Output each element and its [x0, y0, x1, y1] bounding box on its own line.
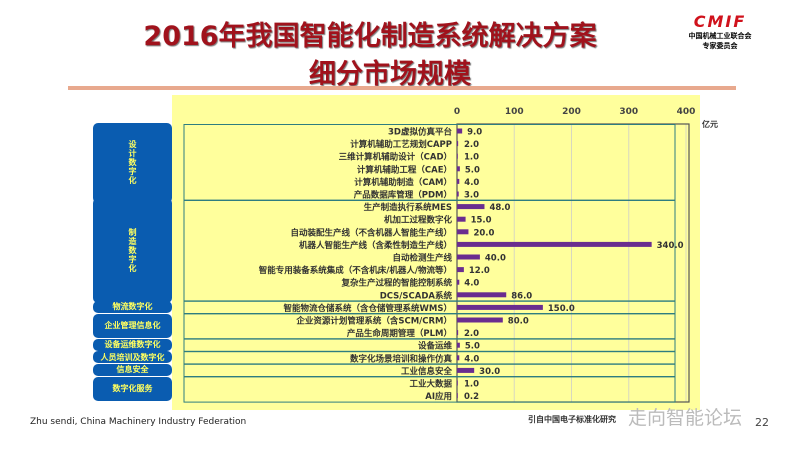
category-label: 产品数据库管理（PDM）	[354, 190, 452, 201]
chart-panel	[172, 95, 700, 410]
data-label: 4.0	[464, 354, 479, 364]
logo-gear-icon: CMIF	[693, 12, 747, 31]
category-label: 计算机辅助工艺规划CAPP	[350, 139, 452, 150]
category-label: 产品生命周期管理（PLM）	[347, 328, 452, 339]
category-label: 机器人智能生产线（含柔性制造生产线）	[299, 240, 452, 251]
data-label: 40.0	[485, 254, 506, 264]
category-label: 智能专用装备系统集成（不含机床/机器人/物流等）	[258, 265, 452, 276]
category-label: 计算机辅助工程（CAE）	[357, 164, 452, 175]
title-divider	[68, 86, 736, 90]
data-label: 86.0	[511, 291, 532, 301]
x-tick-label: 300	[619, 107, 638, 117]
category-label: 企业资源计划管理系统（含SCM/CRM）	[295, 316, 452, 327]
category-label: 设备运维	[418, 341, 453, 352]
data-label: 48.0	[489, 203, 510, 213]
category-group-label: 物流数字化	[93, 300, 172, 313]
data-label: 9.0	[467, 128, 482, 138]
category-label: 三维计算机辅助设计（CAD）	[339, 152, 452, 163]
bar	[457, 229, 469, 235]
bar	[457, 367, 475, 373]
data-label: 4.0	[464, 279, 479, 289]
category-group-label: 信息安全	[93, 363, 172, 376]
bar	[457, 267, 464, 273]
category-label: 3D虚拟仿真平台	[388, 127, 452, 138]
bar	[457, 141, 459, 147]
bar	[457, 204, 485, 210]
data-label: 1.0	[464, 153, 479, 163]
x-tick-label: 400	[677, 107, 696, 117]
bar	[457, 342, 460, 348]
footer-credit: Zhu sendi, China Machinery Industry Fede…	[30, 417, 247, 427]
category-label: 工业信息安全	[401, 366, 453, 377]
category-label: AI应用	[425, 391, 452, 402]
bar	[457, 191, 459, 197]
category-label: 自动检测生产线	[392, 253, 452, 264]
category-label: DCS/SCADA系统	[380, 290, 453, 301]
data-label: 12.0	[469, 266, 490, 276]
x-tick-label: 100	[505, 107, 524, 117]
bar	[457, 254, 480, 260]
data-label: 340.0	[657, 241, 684, 251]
category-label: 智能物流仓储系统（含仓储管理系统WMS）	[283, 303, 452, 314]
page-number: 22	[755, 416, 769, 429]
data-label: 30.0	[479, 367, 500, 377]
source-note: 引自中国电子标准化研究	[528, 415, 616, 424]
data-label: 20.0	[473, 228, 494, 238]
data-label: 5.0	[465, 165, 480, 175]
category-group-label: 数字化服务	[93, 376, 172, 402]
bar	[457, 355, 460, 361]
category-label: 复杂生产过程的智能控制系统	[340, 278, 452, 289]
data-label: 3.0	[464, 191, 479, 201]
category-group-label: 设备运维数字化	[93, 338, 172, 351]
data-label: 15.0	[471, 216, 492, 226]
bar	[457, 393, 458, 399]
category-group-label: 制造数字化	[93, 198, 172, 304]
watermark: 走向智能论坛	[628, 407, 743, 429]
bar	[457, 241, 652, 247]
data-label: 80.0	[508, 317, 529, 327]
data-label: 4.0	[464, 178, 479, 188]
data-label: 0.2	[464, 392, 479, 402]
category-label: 机加工过程数字化	[384, 215, 453, 226]
bar	[457, 216, 466, 222]
data-label: 2.0	[464, 140, 479, 150]
group-frame	[183, 376, 676, 403]
x-tick-label: 0	[454, 107, 460, 117]
category-group-label: 人员培训及数字化	[93, 351, 172, 364]
bar	[457, 153, 458, 159]
data-label: 1.0	[464, 380, 479, 390]
category-label: 生产制造执行系统MES	[364, 202, 452, 213]
bar	[457, 128, 463, 134]
category-label: 工业大数据	[409, 379, 452, 390]
data-label: 2.0	[464, 329, 479, 339]
bar	[457, 330, 459, 336]
data-label: 5.0	[465, 342, 480, 352]
bar	[457, 279, 460, 285]
category-group-label: 企业管理信息化	[93, 313, 172, 339]
category-group-label: 设计数字化	[93, 122, 172, 203]
category-label: 数字化场景培训和操作仿真	[350, 353, 453, 364]
unit-label: 亿元	[702, 119, 718, 129]
bar	[457, 292, 507, 298]
category-label: 计算机辅助制造（CAM）	[354, 177, 452, 188]
category-label: 自动装配生产线（不含机器人智能生产线）	[290, 227, 452, 238]
bar	[457, 304, 543, 310]
cmif-logo: CMIF 中国机械工业联合会 专家委员会	[675, 12, 765, 51]
x-tick-label: 200	[562, 107, 581, 117]
logo-subtitle-1: 中国机械工业联合会	[688, 32, 752, 40]
bar	[457, 178, 460, 184]
data-label: 150.0	[548, 304, 575, 314]
bar	[457, 380, 458, 386]
bar	[457, 317, 503, 323]
bar	[457, 166, 460, 172]
title-line-2: 细分市场规模	[309, 59, 471, 90]
title-line-1: 2016年我国智能化制造系统解决方案	[143, 21, 597, 52]
logo-subtitle-2: 专家委员会	[702, 42, 738, 50]
